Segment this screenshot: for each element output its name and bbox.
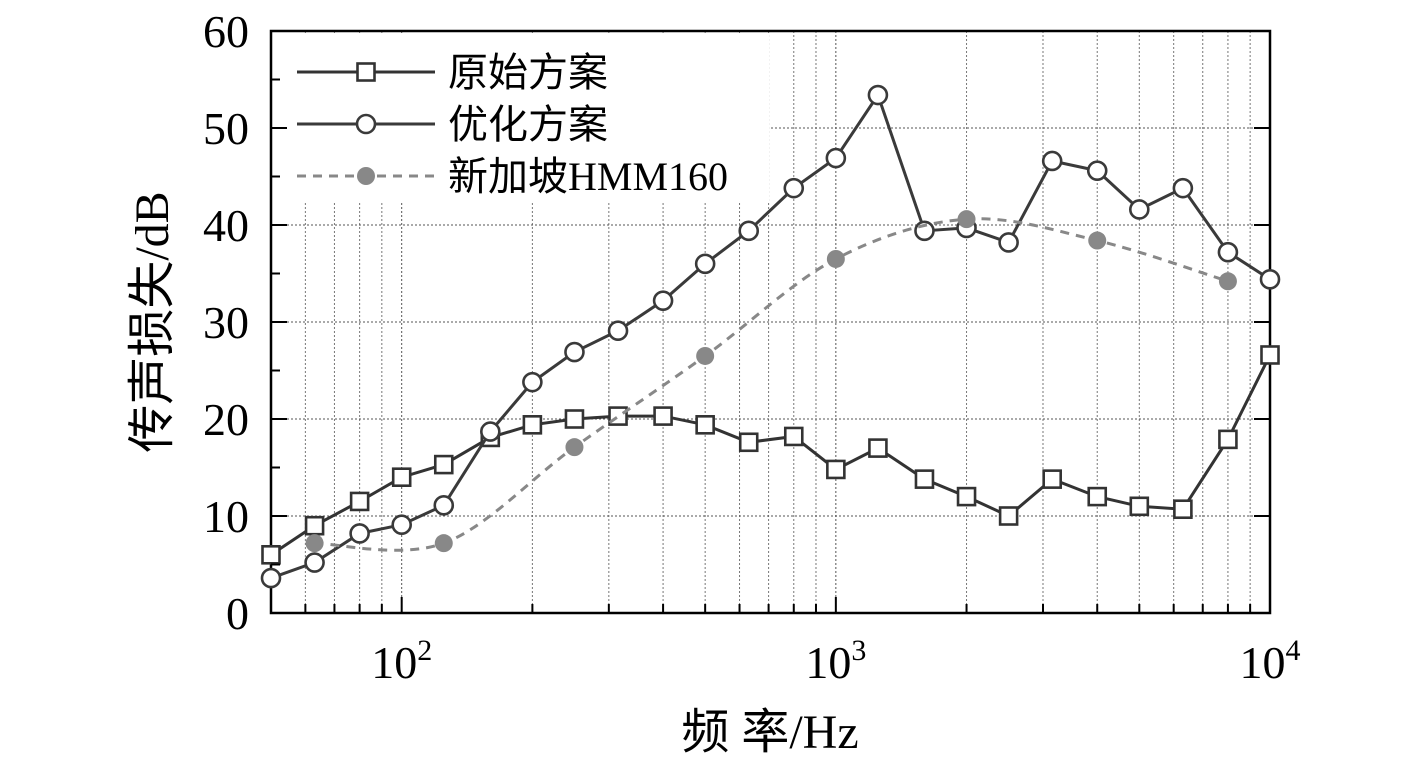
data-point [261,544,281,565]
x-axis-title: 频 率/Hz [681,706,858,759]
data-point [652,290,674,311]
data-point [260,567,282,589]
series-1 [260,84,1281,589]
data-point [433,454,454,475]
legend-label-1: 优化方案 [448,102,608,147]
data-point [433,495,455,516]
data-point [826,459,846,480]
x-tick-label: 103 [805,634,866,688]
data-point [826,249,845,268]
legend-marker-0 [356,62,376,82]
legend-box [273,33,769,203]
series-line [314,217,1229,552]
data-point [349,491,370,512]
data-point [1088,231,1107,250]
data-point [480,421,501,442]
x-tick-exponent: 3 [851,634,866,667]
data-point [1173,499,1193,520]
series-2 [305,210,1237,553]
series-line [270,354,1272,557]
y-tick-label: 50 [203,103,249,154]
data-point [868,438,888,458]
x-tick-exponent: 2 [417,634,432,667]
data-point [607,320,629,342]
data-point [522,415,543,435]
data-point [695,415,715,435]
data-point [1087,486,1108,507]
data-point [867,84,889,106]
data-point [738,220,760,242]
data-point [696,346,715,365]
x-tick-label: 104 [1240,634,1301,688]
data-point [564,341,585,363]
x-tick-base: 10 [1240,637,1286,688]
x-tick-base: 10 [805,637,851,688]
data-point [694,253,716,275]
data-point [998,506,1019,526]
x-tick-base: 10 [371,637,417,688]
legend-background [273,33,769,203]
y-tick-label: 20 [203,394,249,445]
data-point [391,514,412,536]
data-point [653,406,673,426]
data-point [1217,241,1239,263]
legend-label-0: 原始方案 [448,50,608,95]
series-layer [260,84,1281,589]
data-point [783,426,804,447]
x-tick-exponent: 4 [1286,634,1301,667]
data-point [957,210,976,229]
data-point [738,432,759,453]
data-point [1218,272,1237,291]
x-tick-label: 102 [371,634,432,688]
data-point [349,523,370,544]
y-tick-label: 0 [226,588,249,639]
data-point [1086,160,1108,181]
data-point [1042,469,1062,489]
data-point [825,147,847,169]
data-point [1218,429,1238,450]
data-point [1172,177,1194,199]
legend-label-2: 新加坡HMM160 [448,154,728,199]
data-point [1259,269,1281,290]
legend-marker-1 [355,113,377,135]
data-point [564,409,585,429]
legend-marker-2 [357,167,375,185]
y-tick-label: 10 [203,491,249,542]
y-tick-label: 60 [203,6,249,57]
data-point [391,467,412,488]
data-point [998,232,1019,253]
data-point [522,371,543,393]
data-point [1129,496,1150,517]
data-point [1129,199,1150,220]
data-point [565,438,584,457]
data-point [1041,150,1063,172]
data-point [304,515,325,536]
data-point [956,486,977,507]
data-point [304,552,325,573]
y-axis-title: 传声损失/dB [126,191,179,452]
data-point [305,534,324,553]
data-point [434,534,453,553]
data-point [914,469,935,489]
data-point [1260,345,1280,365]
y-tick-label: 30 [203,297,249,348]
y-tick-label: 40 [203,200,249,251]
series-0 [261,345,1280,565]
data-point [783,177,805,199]
